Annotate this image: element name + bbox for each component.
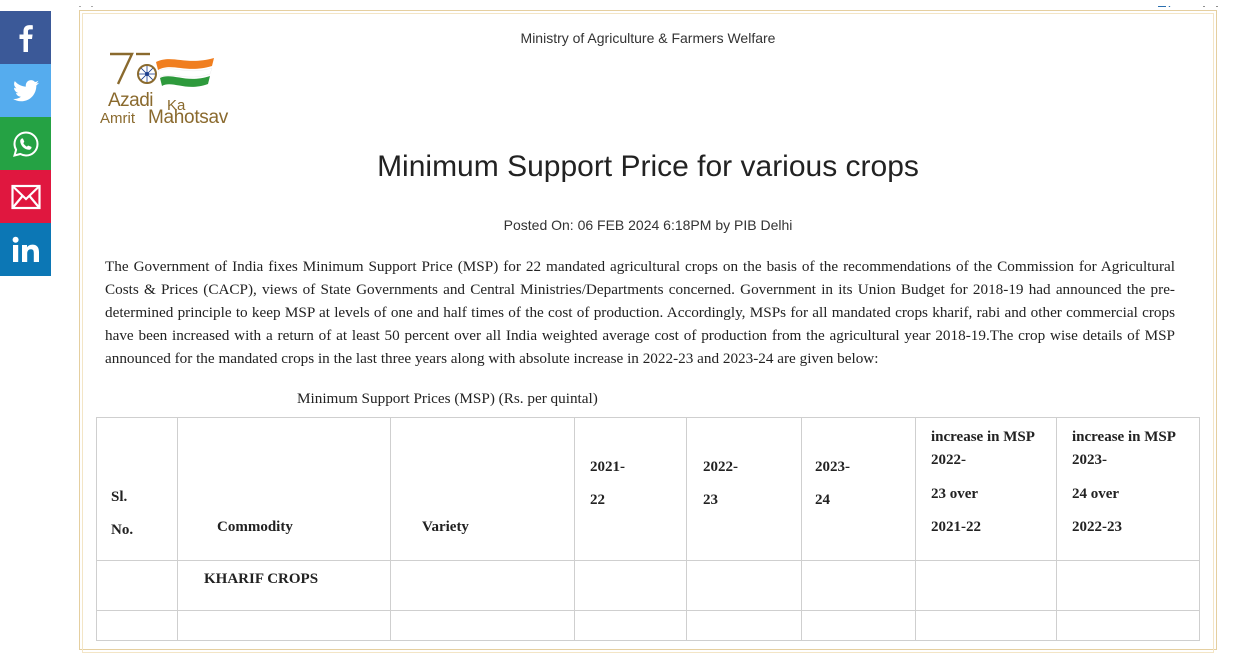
facebook-icon <box>19 24 33 52</box>
ministry-name: Ministry of Agriculture & Farmers Welfar… <box>520 30 776 46</box>
section-label-cell: KHARIF CROPS <box>177 560 391 611</box>
linkedin-share-button[interactable] <box>0 223 51 276</box>
whatsapp-icon <box>12 130 39 157</box>
table-caption: Minimum Support Prices (MSP) (Rs. per qu… <box>297 390 598 407</box>
header-2023-line2: 24 <box>815 492 830 508</box>
posted-on: Posted On: 06 FEB 2024 6:18PM by PIB Del… <box>503 217 793 233</box>
table-row: KHARIF CROPS <box>96 560 1200 611</box>
page-icon[interactable] <box>79 0 93 7</box>
whatsapp-share-button[interactable] <box>0 117 51 170</box>
logo-amrit-text: Amrit <box>100 110 135 127</box>
share-sidebar <box>0 11 51 276</box>
header-2021-22: 2021- 22 <box>574 417 687 561</box>
print-icon[interactable] <box>1203 0 1218 7</box>
twitter-icon <box>12 79 39 102</box>
logo-ka-text: Ka <box>167 97 186 114</box>
header-inc2-line3: 24 over <box>1072 486 1120 502</box>
linkedin-icon <box>12 236 40 264</box>
speaker-icon[interactable] <box>1156 0 1172 7</box>
logo-mahotsav-text: Mahotsav <box>148 107 228 128</box>
header-2021-line1: 2021- <box>590 459 625 475</box>
header-2022-23: 2022- 23 <box>686 417 802 561</box>
page-title: Minimum Support Price for various crops <box>377 150 919 183</box>
header-inc1-line2: 2022- <box>931 452 966 468</box>
header-increase-2022-23: increase in MSP 2022- 23 over 2021-22 <box>915 417 1057 561</box>
header-2023-24: 2023- 24 <box>801 417 916 561</box>
logo-75-flag-icon <box>110 52 214 87</box>
intro-paragraph: The Government of India fixes Minimum Su… <box>105 258 1175 367</box>
header-2021-line2: 22 <box>590 492 605 508</box>
header-inc2-line2: 2023- <box>1072 452 1107 468</box>
azadi-ka-amrit-mahotsav-logo: Azadi Ka Amrit Mahotsav <box>100 50 245 132</box>
facebook-share-button[interactable] <box>0 11 51 64</box>
header-increase-2023-24: increase in MSP 2023- 24 over 2022-23 <box>1056 417 1200 561</box>
header-inc1-line1: increase in MSP <box>931 429 1035 445</box>
header-2022-line1: 2022- <box>703 459 738 475</box>
header-variety: Variety <box>390 417 575 561</box>
email-share-button[interactable] <box>0 170 51 223</box>
header-inc1-line4: 2021-22 <box>931 519 981 535</box>
header-sl-line2: No. <box>111 522 134 538</box>
msp-table: Sl. No. Commodity Variety 2021- 22 2022-… <box>96 417 1200 641</box>
header-inc1-line3: 23 over <box>931 486 979 502</box>
header-variety-label: Variety <box>422 519 469 535</box>
logo-azadi-text: Azadi <box>108 90 154 111</box>
header-commodity: Commodity <box>177 417 391 561</box>
header-sl-no: Sl. No. <box>96 417 178 561</box>
table-row <box>96 610 1200 641</box>
header-inc2-line4: 2022-23 <box>1072 519 1122 535</box>
email-icon <box>10 184 41 210</box>
header-2022-line2: 23 <box>703 492 718 508</box>
header-2023-line1: 2023- <box>815 459 850 475</box>
header-sl-line1: Sl. <box>111 489 128 505</box>
table-header-row: Sl. No. Commodity Variety 2021- 22 2022-… <box>96 417 1200 561</box>
header-commodity-label: Commodity <box>217 519 293 535</box>
header-inc2-line1: increase in MSP <box>1072 429 1176 445</box>
twitter-share-button[interactable] <box>0 64 51 117</box>
section-kharif-crops: KHARIF CROPS <box>204 571 319 587</box>
